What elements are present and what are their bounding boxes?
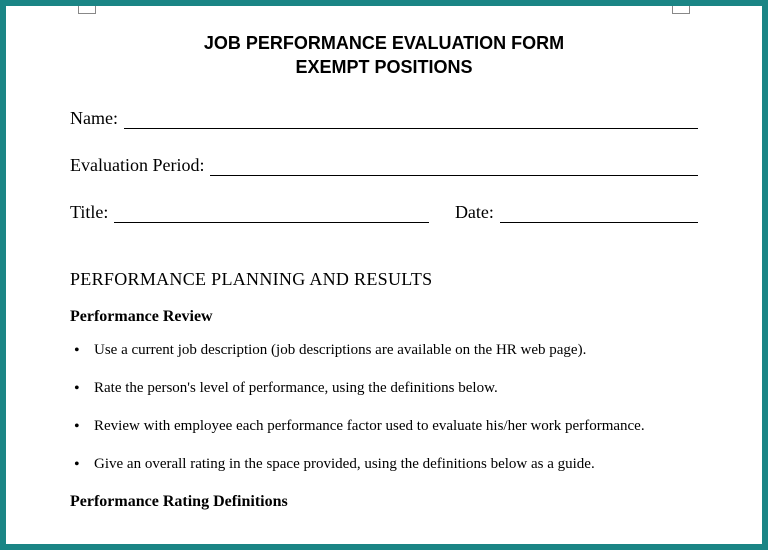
name-label: Name: (70, 108, 118, 129)
bullet-list: Use a current job description (job descr… (70, 340, 698, 475)
list-item: Give an overall rating in the space prov… (70, 454, 698, 474)
evaluation-period-input-line[interactable] (210, 156, 698, 176)
document-page: JOB PERFORMANCE EVALUATION FORM EXEMPT P… (6, 6, 762, 544)
title-line-2: EXEMPT POSITIONS (70, 55, 698, 79)
name-input-line[interactable] (124, 109, 698, 129)
title-line-1: JOB PERFORMANCE EVALUATION FORM (70, 31, 698, 55)
evaluation-period-field-row: Evaluation Period: (70, 155, 698, 176)
form-title: JOB PERFORMANCE EVALUATION FORM EXEMPT P… (70, 31, 698, 80)
title-input-line[interactable] (114, 203, 429, 223)
performance-review-subheading: Performance Review (70, 308, 698, 326)
list-item: Use a current job description (job descr… (70, 340, 698, 360)
section-heading: PERFORMANCE PLANNING AND RESULTS (70, 269, 698, 290)
page-marker-right (672, 6, 690, 14)
date-label: Date: (455, 202, 494, 223)
list-item: Rate the person's level of performance, … (70, 378, 698, 398)
rating-definitions-subheading: Performance Rating Definitions (70, 493, 698, 511)
evaluation-period-label: Evaluation Period: (70, 155, 204, 176)
date-input-line[interactable] (500, 203, 698, 223)
title-field-label: Title: (70, 202, 108, 223)
page-marker-left (78, 6, 96, 14)
list-item: Review with employee each performance fa… (70, 416, 698, 436)
name-field-row: Name: (70, 108, 698, 129)
title-date-field-row: Title: Date: (70, 202, 698, 223)
